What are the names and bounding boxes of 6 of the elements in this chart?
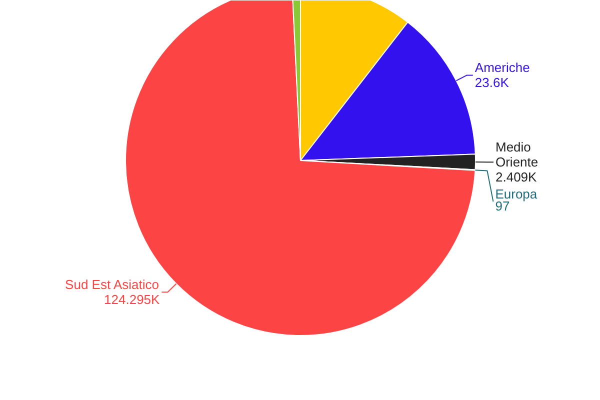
- data-label: 23.6K: [474, 75, 510, 90]
- slice-label: Americhe: [474, 60, 530, 76]
- slice-label: Sud Est Asiatico: [65, 277, 160, 292]
- data-label: 124.295K: [104, 292, 160, 308]
- data-label: 2.409K: [495, 170, 538, 185]
- slice-label: Medio Oriente: [495, 140, 538, 170]
